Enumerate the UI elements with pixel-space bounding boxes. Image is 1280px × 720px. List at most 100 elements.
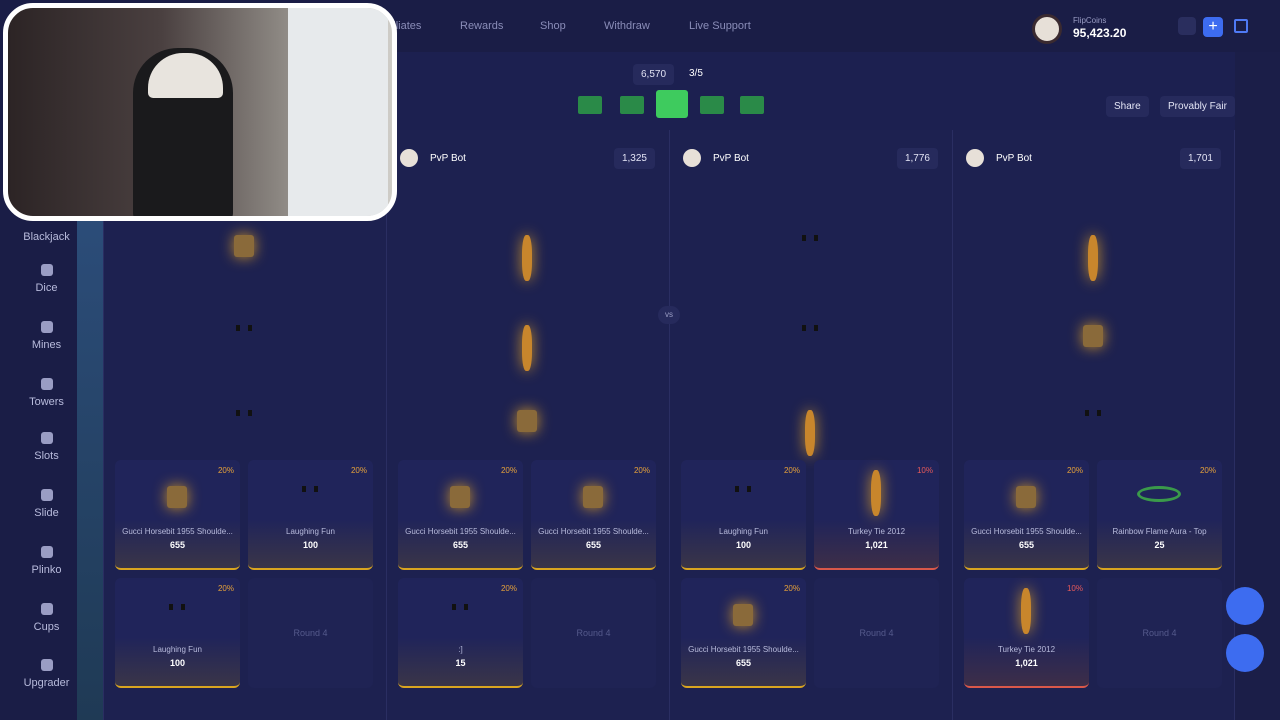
sidebar-label: Slide	[34, 507, 59, 519]
item-icon	[1088, 235, 1098, 281]
sidebar-item[interactable]: Blackjack	[0, 231, 93, 243]
item-name: Turkey Tie 2012	[997, 645, 1056, 654]
player-total: 1,701	[1179, 147, 1221, 169]
logout-button[interactable]	[1234, 19, 1248, 33]
item-icon	[802, 235, 818, 241]
item-icon	[735, 486, 751, 492]
item-name: Laughing Fun	[153, 645, 202, 654]
player-total: 1,325	[613, 147, 655, 169]
item-card[interactable]: 20% Gucci Horsebit 1955 Shoulde... 655	[398, 460, 523, 570]
sidebar-item[interactable]: Slots	[0, 432, 93, 462]
share-button[interactable]: Share	[1106, 96, 1149, 117]
item-chance: 20%	[783, 466, 800, 475]
item-chance: 20%	[1199, 466, 1216, 475]
banner-strip	[77, 200, 103, 720]
item-card[interactable]: 20% Gucci Horsebit 1955 Shoulde... 655	[681, 578, 806, 688]
item-name: Rainbow Flame Aura - Top	[1112, 527, 1207, 536]
item-card[interactable]: 20% Laughing Fun 100	[681, 460, 806, 570]
item-icon	[1021, 588, 1031, 634]
sidebar-icon	[40, 321, 53, 333]
item-name: Laughing Fun	[286, 527, 335, 536]
item-name: Gucci Horsebit 1955 Shoulde...	[971, 527, 1082, 536]
case-cost: 6,570	[633, 64, 675, 85]
vs-badge: vs	[658, 306, 680, 324]
item-card[interactable]: 20%:] 15	[398, 578, 523, 688]
item-card[interactable]: 20% Laughing Fun 100	[115, 578, 240, 688]
round-placeholder: Round 4	[531, 578, 656, 688]
item-icon	[522, 235, 532, 281]
item-card[interactable]: 20% Laughing Fun 100	[248, 460, 373, 570]
sidebar-icon	[40, 378, 53, 390]
sidebar-label: Towers	[29, 396, 64, 408]
round-counter: 3/5	[689, 68, 703, 79]
round-label: Round 4	[576, 628, 611, 638]
sidebar-item[interactable]: Plinko	[0, 546, 93, 576]
item-value: 15	[455, 658, 466, 668]
balance: 95,423.20	[1073, 26, 1127, 40]
item-name: Gucci Horsebit 1955 Shoulde...	[688, 645, 799, 654]
provably-fair-button[interactable]: Provably Fair	[1160, 96, 1235, 117]
item-card[interactable]: 20% Rainbow Flame Aura - Top 25	[1097, 460, 1222, 570]
player-header: PvP Bot 1,701	[966, 140, 1221, 176]
nav-link[interactable]: Shop	[540, 20, 566, 32]
item-value: 100	[169, 658, 186, 668]
sidebar-icon	[40, 432, 53, 444]
avatar[interactable]	[1032, 14, 1062, 44]
sidebar-icon	[40, 659, 53, 671]
support-button[interactable]	[1226, 587, 1264, 625]
sidebar-item[interactable]: Cups	[0, 603, 93, 633]
round-label: Round 4	[859, 628, 894, 638]
item-chance: 20%	[500, 584, 517, 593]
add-button[interactable]: +	[1203, 17, 1223, 37]
item-name: Gucci Horsebit 1955 Shoulde...	[122, 527, 233, 536]
sidebar-icon	[40, 603, 53, 615]
sidebar-item[interactable]: Mines	[0, 321, 93, 351]
bell-button[interactable]	[1178, 17, 1196, 35]
chat-button[interactable]	[1226, 634, 1264, 672]
player-avatar	[400, 149, 418, 167]
sidebar-label: Slots	[34, 450, 59, 462]
item-card[interactable]: 10% Turkey Tie 2012 1,021	[964, 578, 1089, 688]
nav-link[interactable]: Withdraw	[604, 20, 650, 32]
item-card[interactable]: 20% Gucci Horsebit 1955 Shoulde... 655	[531, 460, 656, 570]
nav-link[interactable]: Live Support	[689, 20, 751, 32]
item-icon	[1016, 486, 1036, 508]
nav-link[interactable]: Rewards	[460, 20, 504, 32]
player-avatar	[966, 149, 984, 167]
item-name: Turkey Tie 2012	[847, 527, 906, 536]
sidebar-label: Dice	[35, 282, 58, 294]
item-icon	[1137, 486, 1181, 502]
item-card[interactable]: 10% Turkey Tie 2012 1,021	[814, 460, 939, 570]
item-icon	[517, 410, 537, 432]
item-name: Laughing Fun	[719, 527, 768, 536]
sidebar-label: Upgrader	[23, 677, 70, 689]
item-value: 655	[585, 540, 602, 550]
item-icon	[169, 604, 185, 610]
player-name: PvP Bot	[430, 152, 466, 164]
item-chance: 20%	[217, 466, 234, 475]
sidebar-icon	[40, 264, 53, 276]
item-icon	[871, 470, 881, 516]
round-label: Round 4	[1142, 628, 1177, 638]
player-name: PvP Bot	[713, 152, 749, 164]
player-header: PvP Bot 1,776	[683, 140, 938, 176]
item-chance: 20%	[500, 466, 517, 475]
sidebar-item[interactable]: Upgrader	[0, 659, 93, 689]
item-card[interactable]: 20% Gucci Horsebit 1955 Shoulde... 655	[115, 460, 240, 570]
sidebar-item[interactable]: Towers	[0, 378, 93, 408]
sidebar-icon	[40, 546, 53, 558]
item-card[interactable]: 20% Gucci Horsebit 1955 Shoulde... 655	[964, 460, 1089, 570]
item-name: Gucci Horsebit 1955 Shoulde...	[405, 527, 516, 536]
item-value: 1,021	[1015, 658, 1038, 668]
sidebar-item[interactable]: Slide	[0, 489, 93, 519]
item-icon	[1083, 325, 1103, 347]
item-chance: 10%	[916, 466, 933, 475]
sidebar-label: Plinko	[31, 564, 62, 576]
round-placeholder: Round 4	[814, 578, 939, 688]
currency-label[interactable]: FlipCoins	[1073, 16, 1107, 25]
sidebar-icon	[40, 489, 53, 501]
item-chance: 20%	[1066, 466, 1083, 475]
sidebar-label: Cups	[33, 621, 60, 633]
sidebar-item[interactable]: Dice	[0, 264, 93, 294]
